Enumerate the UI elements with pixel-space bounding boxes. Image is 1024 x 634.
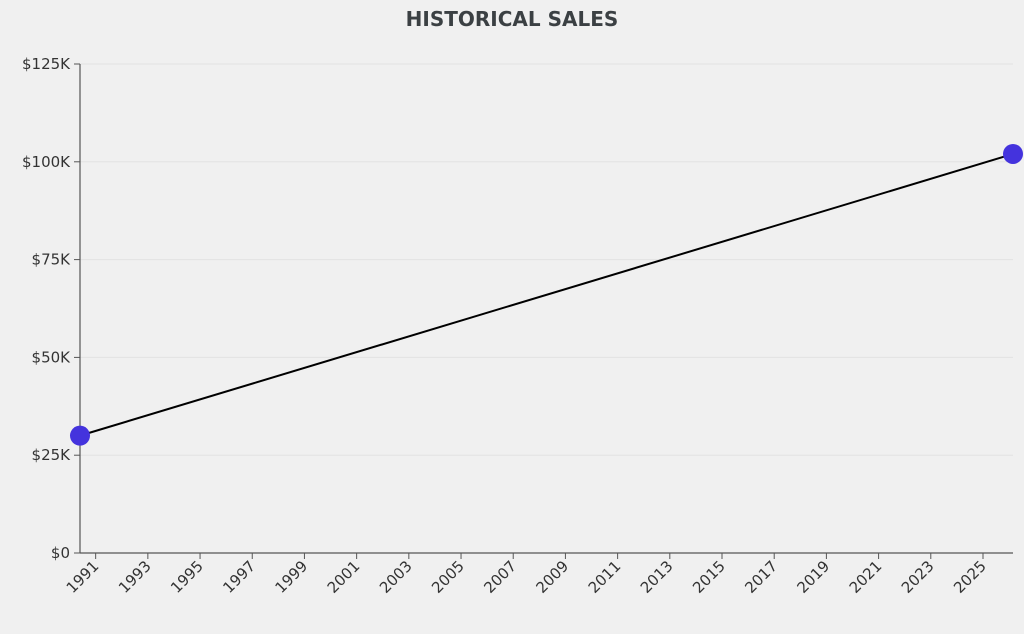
chart-title: HISTORICAL SALES	[406, 7, 619, 31]
x-tick-label: 2019	[793, 557, 833, 597]
x-tick-label: 1997	[219, 557, 259, 597]
x-tick-label: 2025	[950, 557, 990, 597]
x-tick-label: 2023	[898, 557, 938, 597]
y-tick-label: $0	[51, 544, 70, 562]
x-tick-label: 2015	[689, 557, 729, 597]
data-point	[70, 425, 90, 446]
y-tick-label: $50K	[32, 348, 72, 366]
x-tick-label: 2009	[533, 557, 573, 597]
x-tick-label: 2003	[376, 557, 416, 597]
y-tick-label: $25K	[32, 446, 72, 464]
x-tick-label: 1991	[63, 557, 103, 597]
series-line	[79, 153, 1014, 437]
x-tick-label: 1993	[115, 557, 155, 597]
x-tick-label: 1999	[272, 557, 312, 597]
x-tick-label: 2007	[480, 557, 520, 597]
data-point	[1003, 143, 1023, 164]
x-tick-label: 1995	[167, 557, 207, 597]
y-tick-label: $125K	[22, 55, 71, 73]
x-tick-label: 2017	[741, 557, 781, 597]
y-tick-label: $75K	[32, 251, 72, 269]
x-tick-label: 2013	[637, 557, 677, 597]
x-tick-label: 2005	[428, 557, 468, 597]
x-tick-label: 2011	[585, 557, 625, 597]
y-tick-label: $100K	[22, 153, 71, 171]
x-tick-label: 2001	[324, 557, 364, 597]
x-tick-label: 2021	[846, 557, 886, 597]
